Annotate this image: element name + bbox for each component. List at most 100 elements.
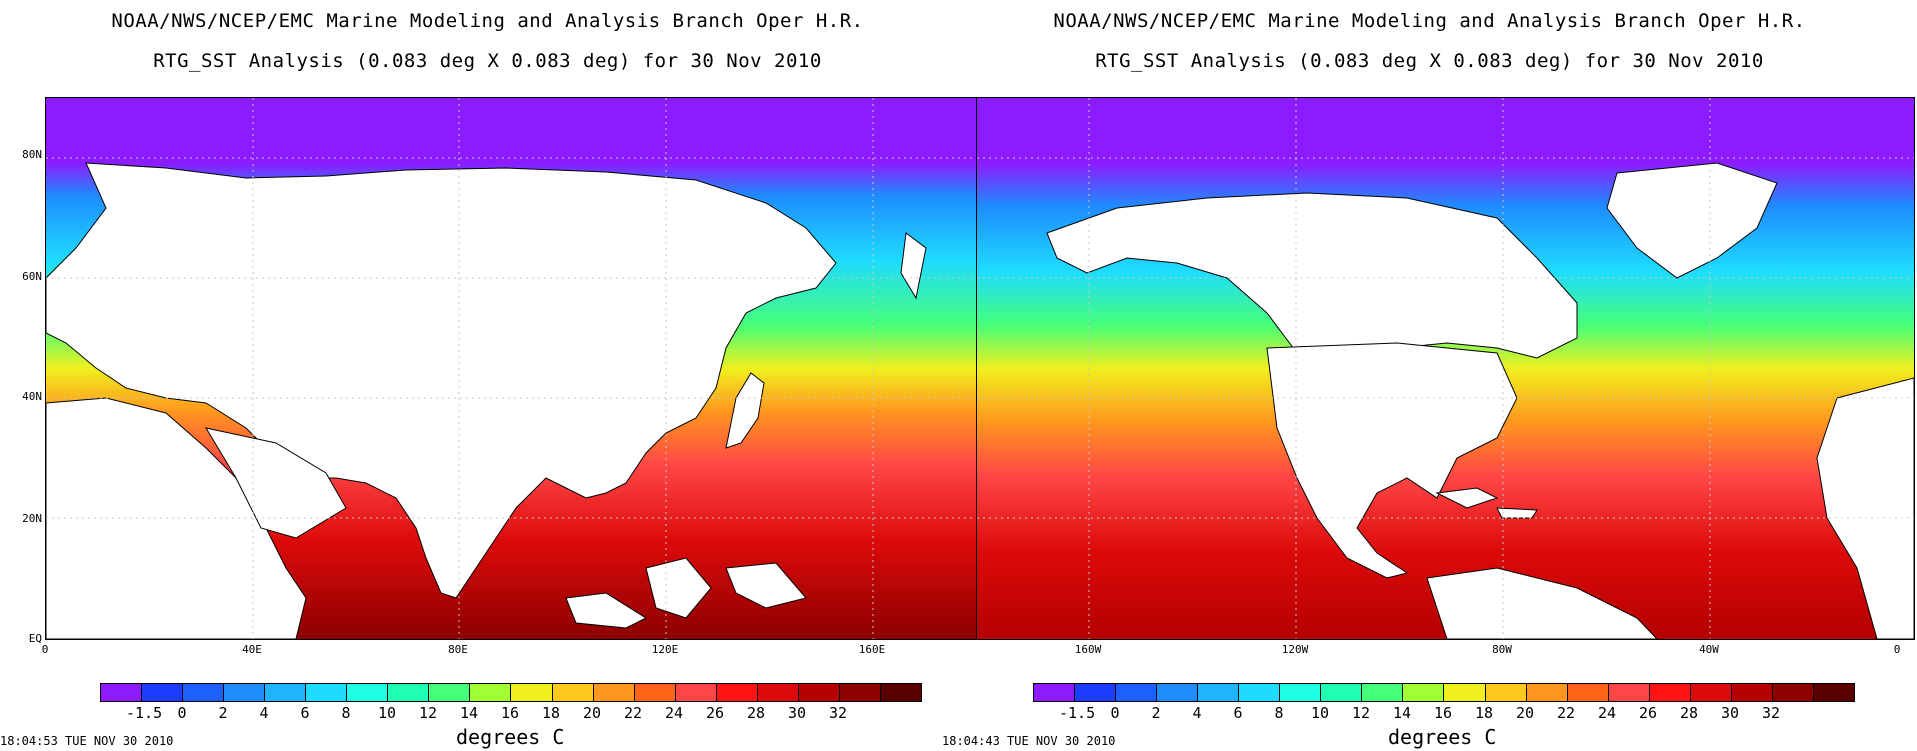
colorbar-tick-label: 28 xyxy=(746,704,766,722)
colorbar-swatch xyxy=(1444,684,1486,701)
colorbar-tick-label: 26 xyxy=(1638,704,1658,722)
colorbar-swatch xyxy=(1075,684,1117,701)
lon-label-40e: 40E xyxy=(242,643,262,656)
timestamp: 18:04:43 TUE NOV 30 2010 xyxy=(942,734,1116,748)
map-title-line1: NOAA/NWS/NCEP/EMC Marine Modeling and An… xyxy=(1053,10,1806,32)
colorbar-swatch xyxy=(1157,684,1199,701)
colorbar-swatch xyxy=(388,684,430,701)
map-title-line1: NOAA/NWS/NCEP/EMC Marine Modeling and An… xyxy=(111,10,864,32)
lon-label-120w: 120W xyxy=(1281,643,1309,656)
colorbar-tick-label: 18 xyxy=(1474,704,1494,722)
colorbar-tick-label: -1.5 xyxy=(1059,704,1096,722)
colorbar-swatch xyxy=(1813,684,1854,701)
colorbar-tick-label: 10 xyxy=(1310,704,1330,722)
colorbar-swatch xyxy=(593,684,635,701)
colorbar-swatch xyxy=(470,684,512,701)
colorbar-tick-label: 4 xyxy=(1192,704,1202,722)
colorbar-tick-label: 24 xyxy=(1597,704,1617,722)
colorbar-tick-label: 18 xyxy=(541,704,561,722)
colorbar-swatch xyxy=(183,684,225,701)
colorbar-swatch xyxy=(1485,684,1527,701)
colorbar-swatch xyxy=(1403,684,1445,701)
colorbar-swatch xyxy=(716,684,758,701)
sst-map-graphic xyxy=(977,98,1914,639)
colorbar-swatch xyxy=(798,684,840,701)
colorbar-tick-label: 2 xyxy=(218,704,228,722)
lat-label-60n: 60N xyxy=(22,270,42,283)
lon-label-160e: 160E xyxy=(858,643,886,656)
colorbar-swatch xyxy=(839,684,881,701)
colorbar-swatch xyxy=(880,684,921,701)
colorbar-tick-label: 32 xyxy=(1761,704,1781,722)
colorbar-tick-label: 16 xyxy=(500,704,520,722)
colorbar-tick-label: 10 xyxy=(377,704,397,722)
lon-label-120e: 120E xyxy=(651,643,679,656)
colorbar-swatch xyxy=(1772,684,1814,701)
colorbar xyxy=(100,683,922,702)
colorbar-swatch xyxy=(634,684,676,701)
colorbar-tick-label: 32 xyxy=(828,704,848,722)
lon-label-0: 0 xyxy=(41,643,49,656)
timestamp: 18:04:53 TUE NOV 30 2010 xyxy=(0,734,174,748)
colorbar-swatch xyxy=(101,684,143,701)
colorbar-tick-label: -1.5 xyxy=(126,704,163,722)
colorbar-swatch xyxy=(675,684,717,701)
lon-label-40w: 40W xyxy=(1699,643,1719,656)
colorbar-swatch xyxy=(1567,684,1609,701)
colorbar-swatch xyxy=(1526,684,1568,701)
colorbar-tick-label: 22 xyxy=(1556,704,1576,722)
colorbar-swatch xyxy=(552,684,594,701)
colorbar-swatch xyxy=(1116,684,1158,701)
map-title-line2: RTG_SST Analysis (0.083 deg X 0.083 deg)… xyxy=(153,50,822,72)
lat-label-40n: 40N xyxy=(22,390,42,403)
sst-map-graphic xyxy=(46,98,976,639)
colorbar-tick-label: 4 xyxy=(259,704,269,722)
colorbar-tick-label: 14 xyxy=(1392,704,1412,722)
map-title-line2: RTG_SST Analysis (0.083 deg X 0.083 deg)… xyxy=(1095,50,1764,72)
colorbar-tick-label: 30 xyxy=(1720,704,1740,722)
colorbar-swatch xyxy=(1608,684,1650,701)
colorbar-swatch xyxy=(1731,684,1773,701)
lat-label-eq: EQ xyxy=(28,632,42,645)
colorbar-units: degrees C xyxy=(456,725,565,749)
colorbar-tick-label: 20 xyxy=(1515,704,1535,722)
lon-label-0: 0 xyxy=(1893,643,1901,656)
colorbar-swatch xyxy=(1690,684,1732,701)
colorbar-units: degrees C xyxy=(1388,725,1497,749)
colorbar-tick-label: 12 xyxy=(1351,704,1371,722)
colorbar-swatch xyxy=(1034,684,1076,701)
colorbar-swatch xyxy=(265,684,307,701)
colorbar-swatch xyxy=(1198,684,1240,701)
colorbar-tick-label: 28 xyxy=(1679,704,1699,722)
sst-map-western-hemisphere xyxy=(976,97,1915,640)
colorbar-swatch xyxy=(757,684,799,701)
colorbar-tick-label: 20 xyxy=(582,704,602,722)
colorbar-tick-label: 12 xyxy=(418,704,438,722)
colorbar-tick-label: 2 xyxy=(1151,704,1161,722)
colorbar-tick-label: 6 xyxy=(300,704,310,722)
lat-label-20n: 20N xyxy=(22,512,42,525)
colorbar-tick-label: 30 xyxy=(787,704,807,722)
lon-label-160w: 160W xyxy=(1074,643,1102,656)
colorbar-tick-label: 6 xyxy=(1233,704,1243,722)
colorbar-tick-label: 16 xyxy=(1433,704,1453,722)
colorbar-swatch xyxy=(511,684,553,701)
lon-label-80w: 80W xyxy=(1492,643,1512,656)
colorbar-swatch xyxy=(1649,684,1691,701)
colorbar-swatch xyxy=(306,684,348,701)
colorbar xyxy=(1033,683,1855,702)
colorbar-tick-label: 26 xyxy=(705,704,725,722)
colorbar-tick-label: 14 xyxy=(459,704,479,722)
colorbar-swatch xyxy=(1321,684,1363,701)
left-map-panel: NOAA/NWS/NCEP/EMC Marine Modeling and An… xyxy=(0,10,977,749)
colorbar-swatch xyxy=(224,684,266,701)
colorbar-tick-label: 24 xyxy=(664,704,684,722)
lon-label-80e: 80E xyxy=(448,643,468,656)
colorbar-tick-label: 0 xyxy=(177,704,187,722)
colorbar-swatch xyxy=(142,684,184,701)
colorbar-swatch xyxy=(1239,684,1281,701)
colorbar-swatch xyxy=(1362,684,1404,701)
colorbar-swatch xyxy=(429,684,471,701)
colorbar-tick-label: 8 xyxy=(1274,704,1284,722)
colorbar-tick-label: 0 xyxy=(1110,704,1120,722)
